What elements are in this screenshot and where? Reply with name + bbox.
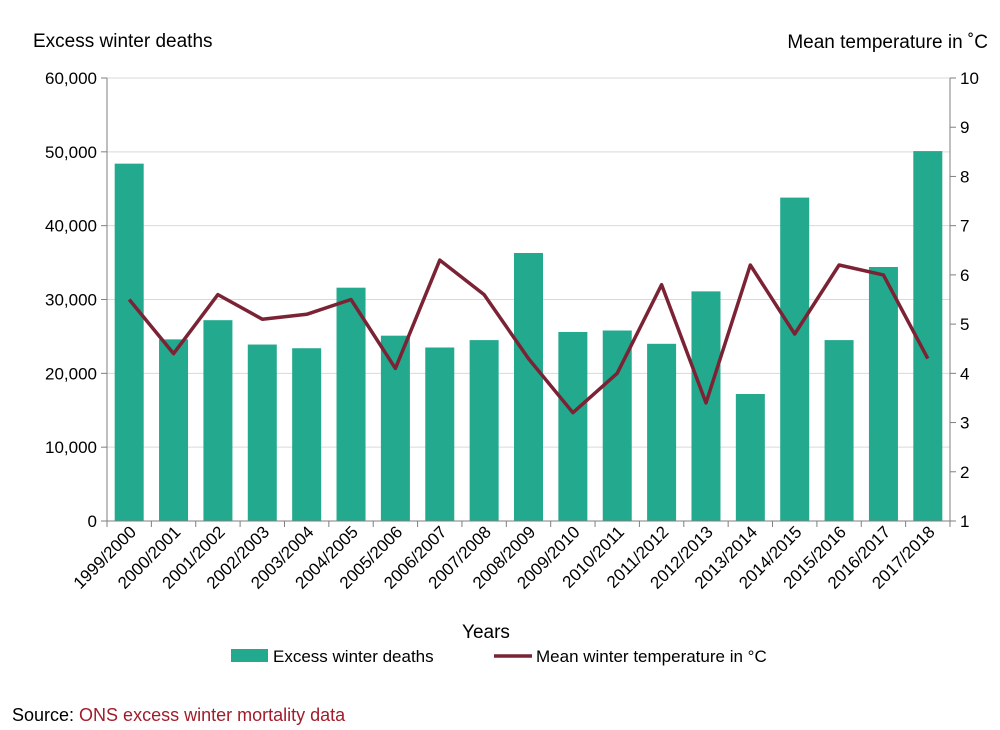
- bar-2014/2015: [780, 197, 810, 522]
- bar-2013/2014: [735, 394, 765, 521]
- bar-2005/2006: [380, 335, 410, 521]
- bar-2002/2003: [247, 344, 277, 521]
- legend-bar-label: Excess winter deaths: [273, 647, 434, 666]
- right-tick-label: 2: [960, 463, 969, 482]
- left-axis-title: Excess winter deaths: [33, 31, 213, 52]
- category-labels: 1999/20002000/20012001/20022002/20032003…: [70, 522, 939, 592]
- source-link[interactable]: ONS excess winter mortality data: [79, 705, 346, 725]
- bar-2001/2002: [203, 320, 233, 521]
- chart-svg: 0 10,000 20,000 30,000 40,000 50,000 60,000 1 2…: [33, 31, 988, 666]
- right-tick-label: 4: [960, 364, 969, 383]
- x-axis-title: Years: [462, 622, 510, 643]
- bars: [114, 151, 943, 522]
- left-tick-label: 50,000: [45, 143, 97, 162]
- right-tick-label: 6: [960, 266, 969, 285]
- legend: Excess winter deaths Mean winter tempera…: [231, 647, 767, 666]
- legend-line-label: Mean winter temperature in °C: [536, 647, 767, 666]
- right-tick-label: 5: [960, 315, 969, 334]
- right-axis-ticks: 1 2 3 4 5 6 7 8 9 10: [950, 69, 979, 531]
- left-tick-label: 0: [88, 512, 97, 531]
- right-tick-label: 3: [960, 414, 969, 433]
- source-prefix: Source:: [12, 705, 80, 725]
- bar-2006/2007: [425, 347, 455, 521]
- right-tick-label: 9: [960, 118, 969, 137]
- bar-2016/2017: [868, 267, 898, 521]
- right-tick-label: 1: [960, 512, 969, 531]
- bar-2011/2012: [647, 343, 677, 521]
- bar-2015/2016: [824, 340, 854, 521]
- bar-2004/2005: [336, 287, 366, 521]
- right-tick-label: 10: [960, 69, 979, 88]
- bar-2003/2004: [292, 348, 322, 521]
- bar-1999/2000: [114, 163, 144, 521]
- temperature-line: [127, 258, 930, 415]
- bar-2012/2013: [691, 291, 721, 521]
- left-axis-ticks: 0 10,000 20,000 30,000 40,000 50,000 60,000: [45, 69, 107, 531]
- left-tick-label: 30,000: [45, 291, 97, 310]
- temperature-line-layer: [127, 258, 930, 415]
- left-tick-label: 10,000: [45, 438, 97, 457]
- bar-2008/2009: [514, 252, 543, 522]
- bar-2010/2011: [602, 330, 632, 521]
- left-tick-label: 40,000: [45, 217, 97, 236]
- bar-2017/2018: [913, 151, 943, 521]
- bar-2007/2008: [469, 340, 499, 521]
- source-line: Source: ONS excess winter mortality data: [12, 705, 345, 726]
- bar-2000/2001: [159, 339, 189, 521]
- right-tick-label: 7: [960, 217, 969, 236]
- right-tick-label: 8: [960, 167, 969, 186]
- legend-bar-swatch: [231, 649, 268, 662]
- bar-2009/2010: [558, 331, 588, 521]
- left-tick-label: 20,000: [45, 364, 97, 383]
- left-tick-label: 60,000: [45, 69, 97, 88]
- right-axis-title: Mean temperature in ˚C: [787, 32, 988, 53]
